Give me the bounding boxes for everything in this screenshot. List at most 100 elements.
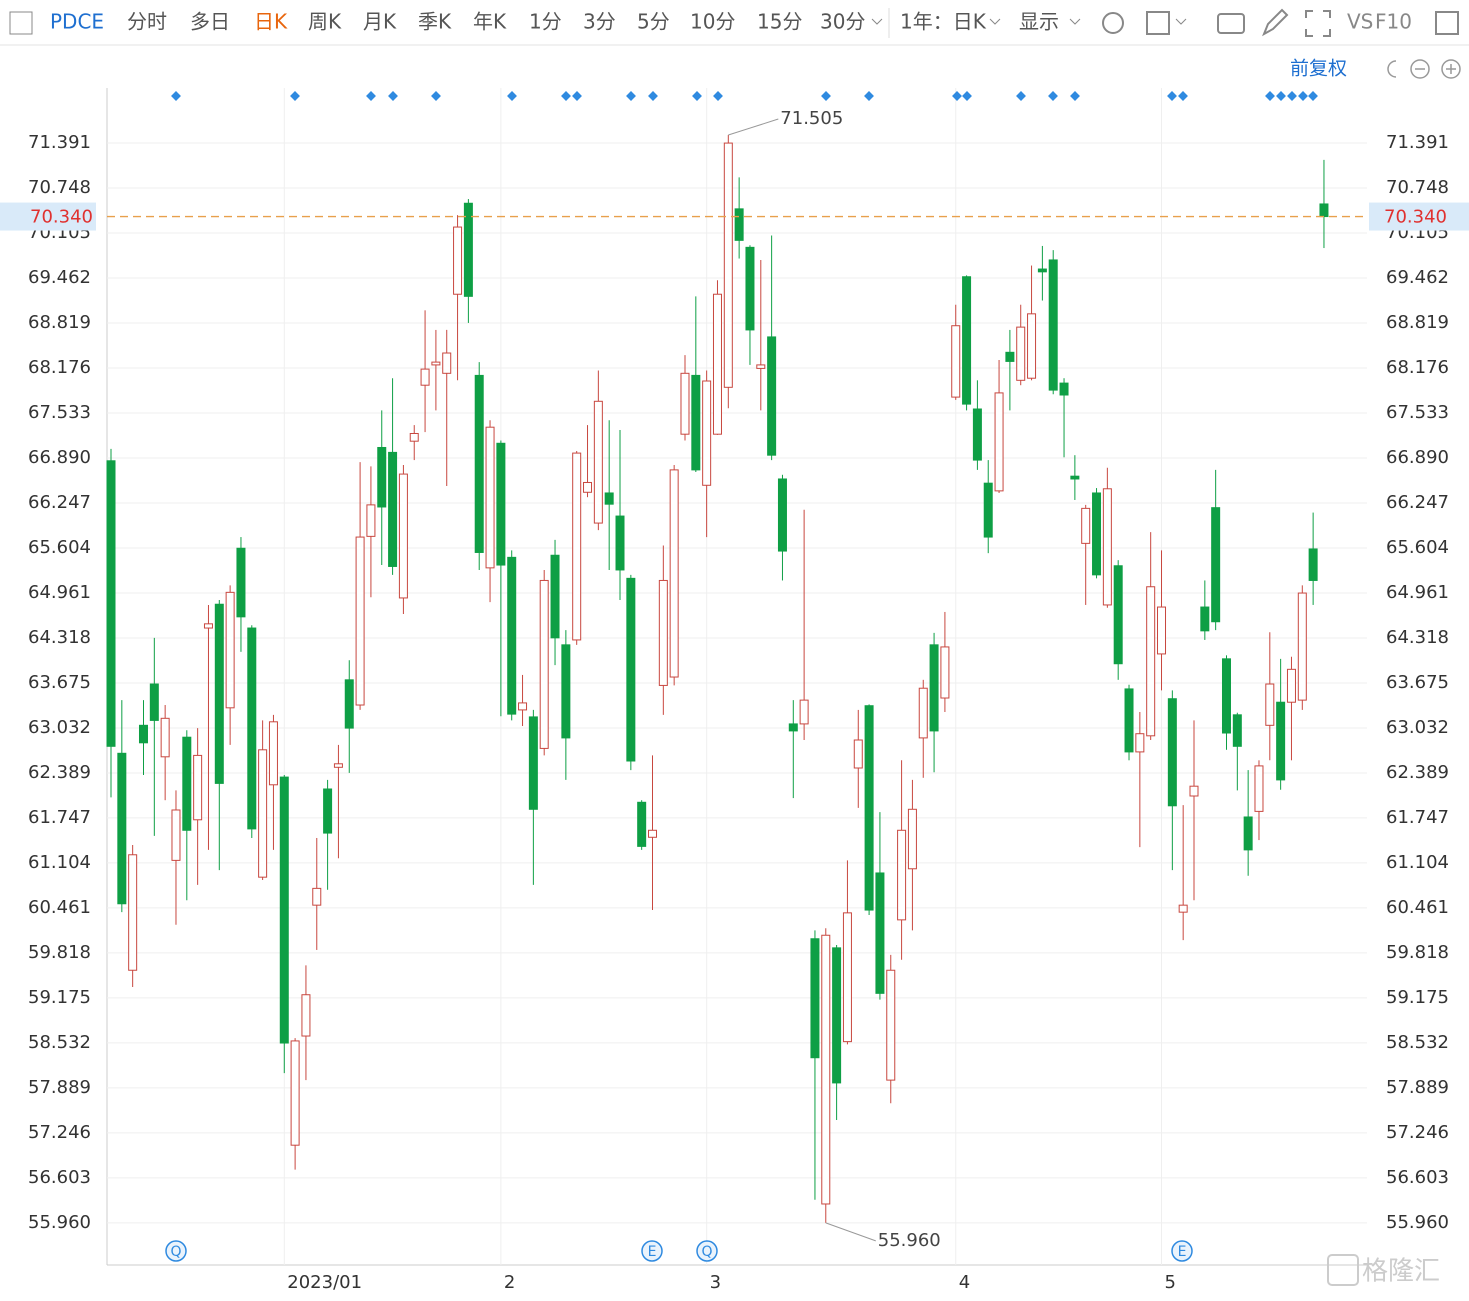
tab[interactable]: 30分	[820, 10, 865, 34]
candle-body	[1243, 816, 1253, 851]
candle-body	[1027, 313, 1037, 379]
y-tick-label-right: 66.890	[1386, 447, 1449, 468]
candle-body	[1005, 351, 1015, 362]
candle-body	[138, 724, 148, 744]
candle-body	[1048, 259, 1058, 391]
settings-icon[interactable]	[1102, 12, 1124, 34]
candle-body	[388, 451, 398, 567]
panel-icon[interactable]	[1435, 11, 1459, 35]
fullscreen-icon[interactable]	[1305, 10, 1331, 37]
zoom-in[interactable]	[1441, 59, 1461, 79]
candle-body	[593, 400, 603, 524]
event-marker	[1308, 91, 1318, 101]
period-select[interactable]: 1年：日K	[900, 10, 987, 34]
y-tick-label-right: 66.247	[1386, 492, 1449, 513]
tab[interactable]: 年K	[473, 10, 507, 34]
event-marker	[1265, 91, 1275, 101]
watermark-logo	[1327, 1254, 1359, 1286]
y-tick-label-right: 65.604	[1386, 537, 1449, 558]
candle-body	[994, 392, 1004, 492]
candle-body	[1297, 592, 1307, 701]
event-marker	[713, 91, 723, 101]
camera-icon[interactable]	[1217, 13, 1245, 34]
undo-icon[interactable]	[1387, 60, 1397, 78]
y-tick-label: 57.246	[28, 1122, 91, 1143]
candle-body	[680, 372, 690, 435]
y-tick-label: 70.748	[28, 177, 91, 198]
candle-body	[431, 361, 441, 366]
tab[interactable]: 3分	[583, 10, 616, 34]
y-tick-label: 69.462	[28, 267, 91, 288]
candle-body	[539, 579, 549, 749]
display-select[interactable]: 显示	[1019, 10, 1059, 34]
tab[interactable]: 1分	[529, 10, 562, 34]
candle-body	[193, 754, 203, 821]
event-marker	[572, 91, 582, 101]
candle-body	[1265, 683, 1275, 726]
watermark: 格隆汇	[1362, 1257, 1440, 1287]
y-tick-label: 57.889	[28, 1077, 91, 1098]
symbol[interactable]: PDCE	[50, 10, 104, 34]
bottom-marker	[696, 1240, 718, 1262]
tab[interactable]: 10分	[690, 10, 735, 34]
tab[interactable]: 15分	[757, 10, 802, 34]
candle-body	[128, 854, 138, 971]
y-tick-label-right: 61.104	[1386, 852, 1449, 873]
f10-button[interactable]: F10	[1375, 10, 1412, 34]
tab[interactable]: 多日	[190, 10, 230, 34]
candle-body	[1059, 382, 1069, 396]
candle-body	[171, 809, 181, 861]
y-tick-label-right: 56.603	[1386, 1167, 1449, 1188]
x-tick-label: 2023/01	[287, 1272, 362, 1293]
event-marker	[366, 91, 376, 101]
candle-body	[203, 623, 213, 629]
zoom-out[interactable]	[1410, 59, 1430, 79]
last-price-box	[0, 202, 96, 231]
tab[interactable]: 季K	[418, 10, 452, 34]
candle-body	[1200, 606, 1210, 632]
tab[interactable]: 5分	[637, 10, 670, 34]
y-tick-label-right: 55.960	[1386, 1212, 1449, 1233]
zoom-in-icon	[1446, 64, 1456, 74]
candle-body	[323, 788, 333, 834]
candle-body	[301, 994, 311, 1037]
tab[interactable]: 月K	[363, 10, 397, 34]
candle-body	[1146, 586, 1156, 737]
toolbar	[0, 0, 1469, 45]
candle-body	[1286, 668, 1296, 703]
candle-body	[453, 226, 463, 295]
vs-button[interactable]: VS	[1347, 10, 1373, 34]
y-tick-label-right: 60.461	[1386, 897, 1449, 918]
candle-body	[225, 591, 235, 709]
y-tick-label-right: 63.032	[1386, 717, 1449, 738]
candle-body	[658, 579, 668, 686]
candle-body	[268, 721, 278, 786]
event-marker	[692, 91, 702, 101]
candle-body	[344, 679, 354, 729]
candle-body	[1016, 326, 1026, 381]
candle-body	[842, 912, 852, 1043]
tab[interactable]: 周K	[308, 10, 342, 34]
event-marker	[962, 91, 972, 101]
box-icon[interactable]	[1146, 11, 1170, 35]
candle-body	[615, 515, 625, 571]
candle-body	[723, 142, 733, 388]
candle-body	[929, 644, 939, 732]
candle-body	[214, 603, 224, 784]
adjust-button[interactable]: 前复权	[1290, 58, 1347, 80]
y-tick-label-right: 58.532	[1386, 1032, 1449, 1053]
event-marker	[648, 91, 658, 101]
pen-icon[interactable]	[1262, 8, 1289, 37]
candle-body	[1135, 733, 1145, 753]
event-marker	[1287, 91, 1297, 101]
candle-body	[875, 872, 885, 994]
tab[interactable]: 分时	[127, 10, 167, 34]
candle-body	[972, 408, 982, 461]
y-tick-label-right: 64.318	[1386, 627, 1449, 648]
candle-body	[279, 776, 289, 1044]
candle-body	[1081, 507, 1091, 544]
tab-active[interactable]: 日K	[254, 10, 288, 34]
candle-body	[853, 739, 863, 769]
menu-icon[interactable]	[9, 11, 33, 35]
candle-body	[485, 426, 495, 569]
